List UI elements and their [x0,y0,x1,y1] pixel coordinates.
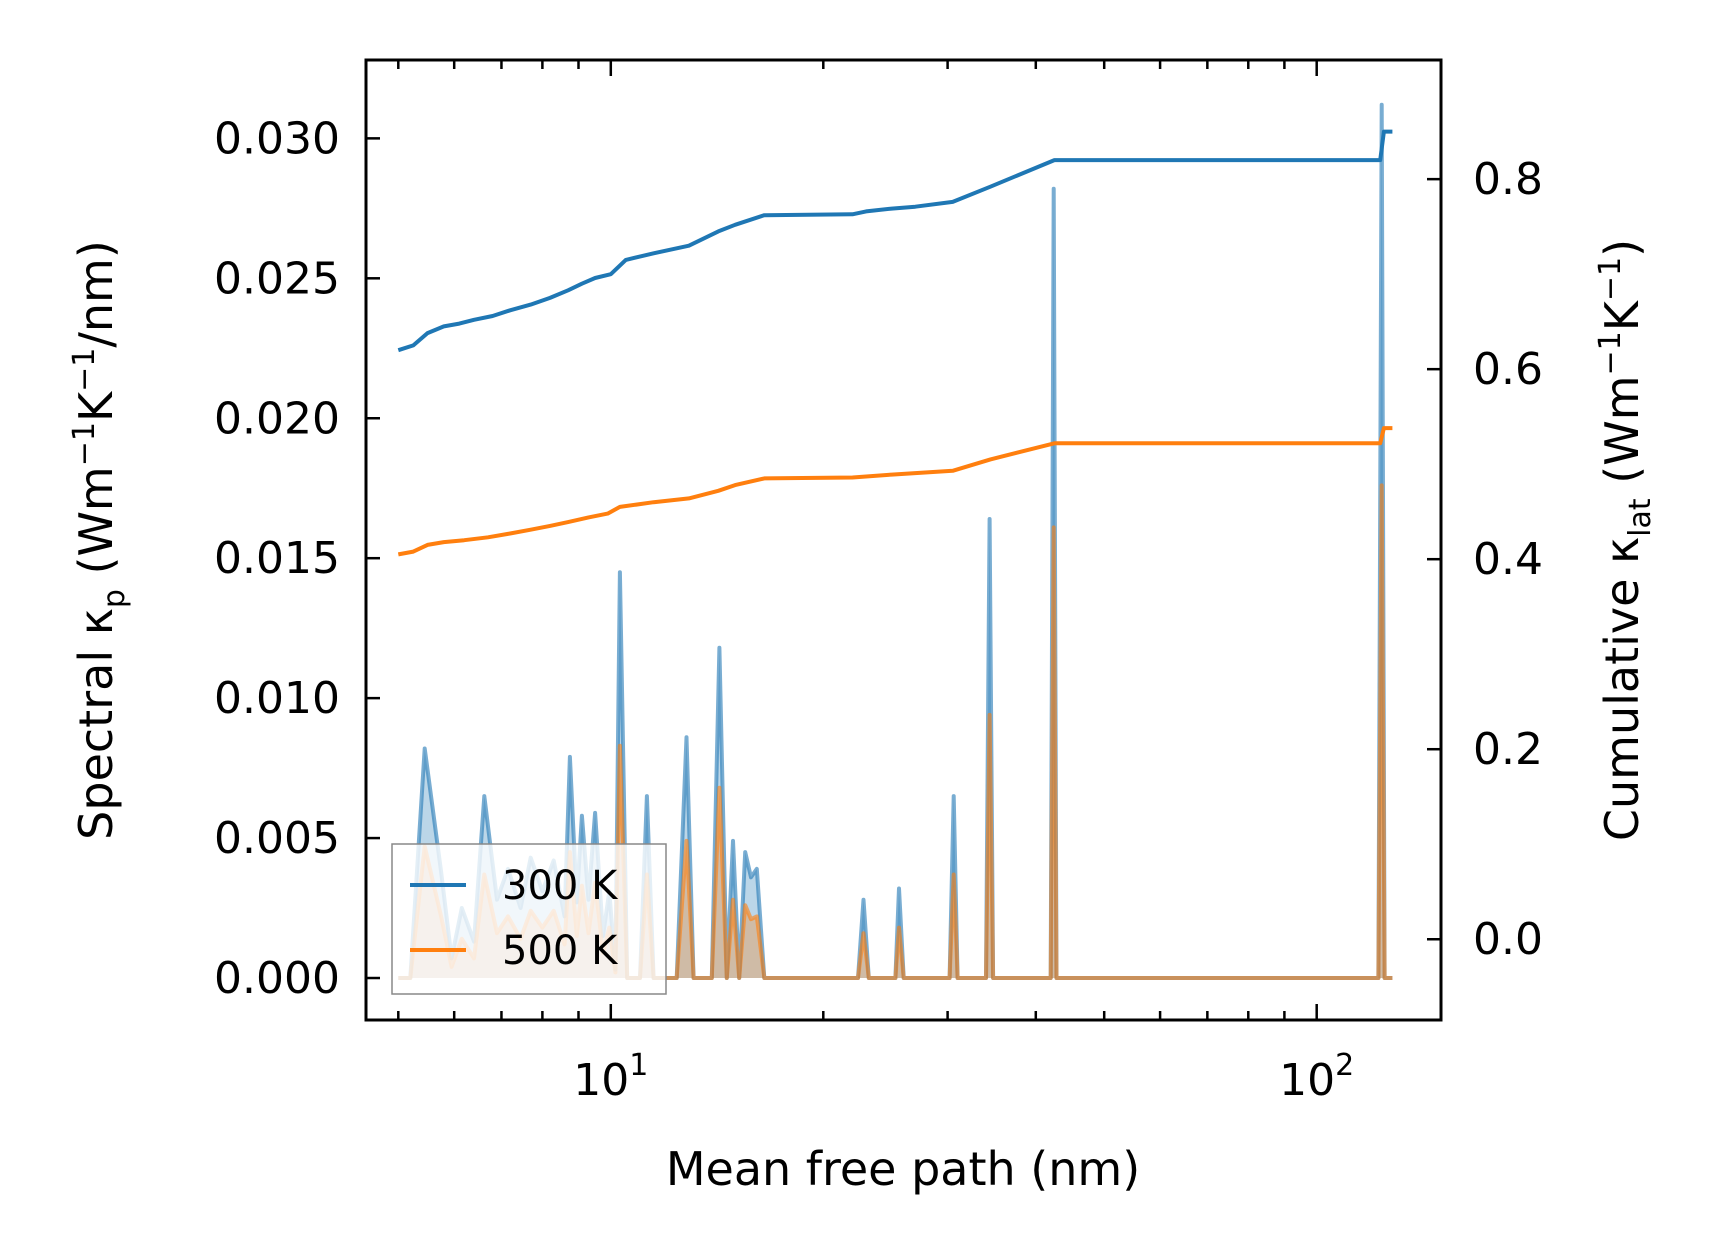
left-tick-label-0.010: 0.010 [214,673,340,724]
plot-frame [364,58,1443,1022]
left-axis-title: Spectral κp (Wm−1K−1/nm) [67,240,132,840]
right-tick-label-0.8: 0.8 [1473,154,1543,205]
cumulative-line-layer [397,129,1393,557]
legend-label-500k: 500 K [502,928,619,974]
right-tick-label-0.4: 0.4 [1473,534,1543,585]
right-axis-title: Cumulative κlat (Wm−1K−1) [1593,239,1658,841]
x-tick-label-10: 101 [573,1048,648,1106]
right-tick-label-0.6: 0.6 [1473,344,1543,395]
right-tick-label-0.2: 0.2 [1473,724,1543,775]
legend-label-300k: 300 K [502,863,619,909]
left-tick-label-0.015: 0.015 [214,533,340,584]
left-tick-label-0.025: 0.025 [214,253,340,304]
left-tick-label-0.020: 0.020 [214,393,340,444]
right-tick-label-0.0: 0.0 [1473,914,1543,965]
cumulative-line-300k [397,129,1393,353]
cumulative-line-500k [397,426,1393,557]
tick-label-layer: 0.000 0.005 0.010 0.015 0.020 0.025 0.030 0.0 0.… [214,113,1543,1106]
left-tick-label-0.030: 0.030 [214,113,340,164]
x-axis-title: Mean free path (nm) [666,1142,1140,1196]
tick-layer [366,60,1441,1020]
legend-box [391,843,667,995]
left-tick-label-0.005: 0.005 [214,813,340,864]
x-tick-label-100: 102 [1279,1048,1354,1106]
left-tick-label-0.000: 0.000 [214,953,340,1004]
legend: 300 K 500 K [391,843,667,995]
